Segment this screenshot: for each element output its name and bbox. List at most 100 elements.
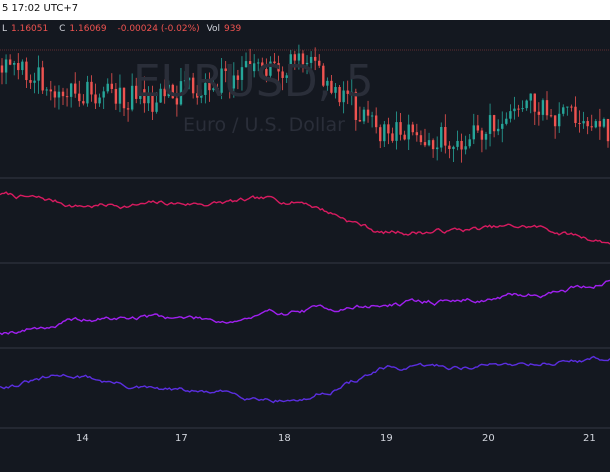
candle-body	[78, 93, 81, 102]
candle-body	[277, 63, 280, 72]
candle-body	[313, 56, 317, 61]
candle-body	[293, 54, 297, 61]
candle-body	[0, 65, 4, 73]
candle-body	[232, 75, 236, 89]
candle-body	[448, 145, 451, 150]
candle-body	[338, 86, 341, 103]
time-tick-21: 21	[583, 433, 596, 444]
indicator-line-pane-2	[0, 191, 610, 245]
candle-body	[496, 128, 500, 132]
candle-body	[21, 61, 24, 71]
candle-body	[257, 62, 260, 64]
candle-body	[318, 60, 321, 66]
candle-body	[468, 139, 471, 147]
candle-body	[200, 94, 203, 98]
candle-body	[90, 81, 93, 95]
candle-body	[289, 54, 292, 76]
candle-body	[228, 71, 231, 89]
candle-body	[175, 98, 179, 105]
change-value: -0.00024 (-0.02%)	[117, 24, 200, 34]
candle-body	[505, 118, 508, 124]
time-tick-17: 17	[175, 433, 188, 444]
candle-body	[122, 87, 126, 109]
candle-body	[387, 124, 390, 134]
candle-body	[155, 102, 158, 112]
candle-body	[570, 106, 573, 108]
candle-body	[440, 127, 443, 148]
candle-body	[598, 121, 602, 127]
candle-body	[578, 123, 581, 125]
candle-body	[366, 109, 370, 116]
candle-body	[456, 140, 459, 147]
candle-body	[135, 85, 138, 99]
candle-body	[248, 61, 252, 72]
candle-body	[492, 115, 496, 132]
candle-body	[151, 93, 154, 112]
candle-body	[41, 67, 44, 91]
candle-body	[82, 101, 85, 104]
volume-label: Vol	[206, 24, 221, 34]
time-axis[interactable]: 14 17 18 19 20 21	[0, 428, 610, 452]
candle-body	[480, 130, 484, 140]
candle-body	[509, 111, 512, 119]
candle-body	[411, 124, 414, 133]
candle-body	[586, 121, 589, 127]
candle-body	[126, 108, 130, 110]
description-watermark: Euro / U.S. Dollar	[183, 114, 345, 136]
candle-body	[208, 82, 211, 91]
candle-body	[94, 94, 97, 104]
candle-body	[533, 93, 536, 112]
candle-body	[553, 115, 557, 127]
candle-body	[407, 124, 410, 140]
candle-body	[525, 100, 528, 109]
candle-body	[431, 140, 435, 150]
candle-body	[452, 146, 455, 150]
candle-body	[171, 84, 175, 99]
candle-body	[159, 88, 162, 103]
candle-body	[541, 100, 545, 115]
candle-body	[179, 81, 183, 105]
candle-body	[25, 61, 28, 81]
candle-body	[261, 62, 264, 70]
candle-body	[301, 53, 305, 65]
candle-body	[212, 88, 215, 91]
candle-body	[114, 88, 118, 104]
candle-body	[342, 90, 345, 103]
candle-body	[419, 135, 423, 143]
candle-body	[574, 106, 577, 124]
candle-body	[562, 107, 565, 114]
candle-body	[326, 80, 329, 86]
candle-body	[37, 67, 40, 81]
close-value: 1.16069	[69, 24, 107, 34]
candle-body	[334, 86, 337, 93]
indicator-line-pane-4	[0, 355, 610, 404]
candle-body	[252, 63, 256, 72]
candle-body	[476, 125, 480, 131]
candle-body	[484, 133, 488, 140]
candle-body	[61, 91, 65, 97]
candle-body	[488, 115, 492, 134]
candle-body	[4, 59, 8, 73]
time-tick-20: 20	[482, 433, 495, 444]
low-label: L	[2, 24, 8, 34]
candle-body	[204, 82, 207, 95]
candle-body	[118, 87, 122, 104]
candle-body	[521, 108, 524, 110]
time-tick-14: 14	[76, 433, 89, 444]
candle-body	[53, 91, 57, 98]
candle-body	[513, 108, 516, 112]
candle-body	[379, 127, 382, 142]
candle-body	[265, 69, 268, 76]
candle-body	[13, 63, 16, 65]
candle-body	[240, 67, 244, 80]
candle-body	[183, 80, 187, 82]
candle-body	[269, 61, 272, 76]
candle-body	[98, 97, 101, 104]
volume-value: 939	[224, 24, 242, 34]
candle-body	[391, 133, 394, 141]
candle-body	[33, 80, 36, 83]
candlestick-series	[0, 44, 610, 163]
candle-body	[224, 68, 227, 72]
candle-body	[309, 56, 313, 63]
